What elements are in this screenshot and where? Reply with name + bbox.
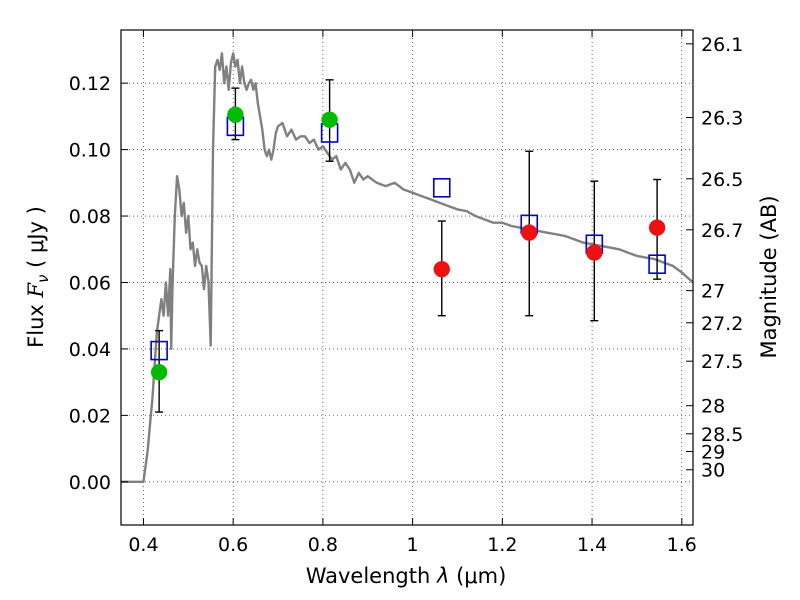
y-tick-label: 0.10 [69,140,111,162]
green-data-point [321,111,338,128]
x-tick-label: 1.6 [667,534,697,556]
y-tick-label: 0.12 [69,73,111,95]
model-flux-square [432,178,451,198]
x-axis-label: Wavelength λ (μm) [306,564,507,588]
y-tick-label: 0.02 [69,405,111,427]
magnitude-tick-label: 26.1 [701,34,743,56]
grid-lines [121,30,693,525]
magnitude-tick-label: 27.2 [701,313,743,335]
x-tick-label: 1.2 [487,534,517,556]
magnitude-tick-label: 30 [701,460,725,482]
green-data-point [150,363,168,381]
axis-ticks: 0.4 0.6 0.8 1 1.2 1.4 1.6 0.00 0.02 0.04 0.06 0.08 0… [69,30,743,556]
series-layer [121,52,694,483]
magnitude-tick-label: 26.3 [701,108,743,130]
magnitude-tick-label: 26.5 [701,169,743,191]
magnitude-tick-label: 28 [701,396,725,418]
green-data-point [227,106,244,123]
y-tick-label: 0.00 [69,472,111,494]
magnitude-tick-label: 26.7 [701,220,743,242]
magnitude-tick-label: 28.5 [701,424,743,446]
plot-frame [120,29,694,526]
y-tick-label: 0.04 [69,339,111,361]
y-tick-label: 0.06 [69,272,111,294]
sed-model-line [121,52,694,483]
magnitude-tick-label: 27 [701,281,725,303]
x-tick-label: 0.4 [128,534,158,556]
magnitude-tick-label: 27.5 [701,351,743,373]
model-flux-square [648,254,666,275]
x-tick-label: 0.6 [218,534,248,556]
model-flux-square [150,340,168,361]
red-data-point [586,244,603,261]
red-data-point [648,219,666,236]
x-tick-label: 1.4 [577,534,607,556]
magnitude-tick-label: 29 [701,442,725,464]
x-tick-label: 1 [407,534,419,556]
magnitude-axis-label: Magnitude (AB) [757,195,781,358]
y-axis-label: Flux Fν ( μJy ) [24,206,52,348]
y-tick-label: 0.08 [69,206,111,228]
red-data-point [433,260,451,278]
x-tick-label: 0.8 [308,534,338,556]
red-data-point [521,224,538,241]
